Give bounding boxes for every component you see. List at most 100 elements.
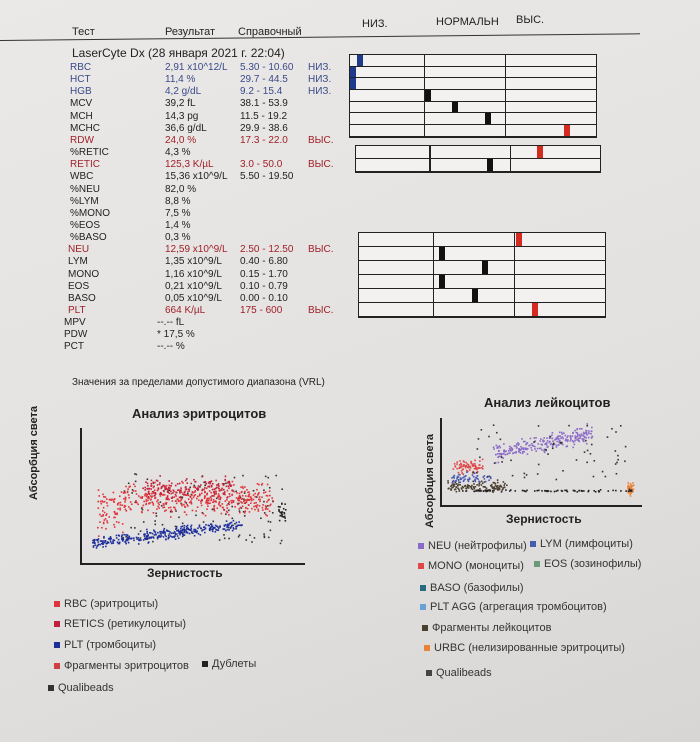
neu-dot [557,435,560,437]
rbc-dot [163,506,166,509]
plt-dot [140,539,142,541]
rbc-dot [152,502,154,505]
lym-dot [463,479,465,482]
plt-dot [126,535,129,537]
baseline-dot [625,490,627,492]
neu-dot [548,441,550,444]
retic-dot [172,489,175,492]
gauge-row-wbc [356,159,600,172]
doublet-dot [243,515,246,517]
neu-dot [495,444,498,447]
rbc-dot [247,495,249,498]
result-row: %MONO 7,5 % [0,208,340,220]
plt-dot [92,545,95,547]
plt-dot [213,526,215,529]
qualibead-dot [592,475,595,478]
plt-dot [125,542,127,545]
plt-dot [128,535,131,538]
plt-dot [115,537,118,539]
neu-dot [565,445,568,448]
neu-dot [508,449,510,452]
plt-dot [193,530,195,533]
fragment-dot [454,488,457,490]
rbc-dot [105,514,107,517]
plt-dot [188,529,191,531]
plt-dot [93,540,95,543]
result-flag: ВЫС. [308,305,334,316]
retic-dot [215,493,217,495]
retic-dot [150,485,152,487]
retic-dot [193,478,195,481]
plt-dot [196,531,198,534]
rbc-dot [154,481,156,484]
lym-dot [456,475,459,478]
gauge-marker [481,261,488,274]
doublet-dot [174,525,177,528]
lym-dot [479,481,481,483]
neu-dot [498,452,501,455]
retic-dot [178,489,180,491]
baseline-dot [521,489,524,492]
rbc-dot [207,502,210,505]
rbc-dot [253,502,256,505]
doublet-dot [267,536,270,539]
rbc-dot [183,503,185,506]
plt-dot [153,530,156,533]
rbc-dot [258,492,260,494]
neu-dot [531,449,533,451]
rbc-dot [167,506,170,509]
legend-swatch-icon [202,661,208,668]
rbc-dot [231,494,233,496]
rbc-dot [158,483,161,486]
qualibead-dot [604,475,607,478]
plt-dot [159,535,162,538]
neu-dot [541,444,544,446]
legend-swatch-icon [54,601,60,608]
plt-dot [124,541,126,543]
doublet-dot [238,510,241,512]
rbc-dot [188,501,191,504]
header-high: ВЫС. [516,14,545,26]
doublet-dot [159,501,162,503]
result-ref: 5.50 - 19.50 [240,171,294,183]
rbc-dot [146,494,148,496]
plt-dot [212,527,214,529]
result-name: MCH [70,110,93,122]
plt-dot [183,534,186,536]
neu-dot [536,447,539,450]
doublet-dot [243,498,245,500]
mono-dot [460,463,463,466]
retic-dot [227,485,230,488]
fragment-dot [503,486,506,489]
fragment-dot [458,490,461,492]
doublet-dot [253,537,256,539]
plt-dot [147,535,149,537]
mono-dot [471,465,474,467]
mono-dot [481,467,484,470]
retic-dot [180,496,182,498]
baseline-dot [547,490,550,492]
rbc-dot [241,494,244,497]
fragment-dot [466,484,469,486]
neu-dot [504,453,507,456]
qualibead-dot [488,435,490,438]
rbc-dot [257,510,260,512]
plt-dot [191,532,194,534]
urbc-dot [629,495,632,497]
result-ref: 175 - 600 [240,305,283,316]
lym-dot [471,474,474,476]
retic-dot [161,485,164,488]
neu-dot [557,444,560,446]
lym-dot [457,479,460,482]
qualibead-dot [284,503,286,505]
baseline-dot [566,490,569,493]
rbc-dot [237,499,240,502]
legend-label: NEU (нейтрофилы) [428,540,527,552]
retic-dot [204,495,206,497]
rbc-dot [158,503,160,506]
qualibead-dot [477,438,480,440]
rbc-dot [202,512,205,515]
doublet-dot [267,476,270,479]
mono-dot [474,464,477,467]
plt-dot [236,524,239,527]
